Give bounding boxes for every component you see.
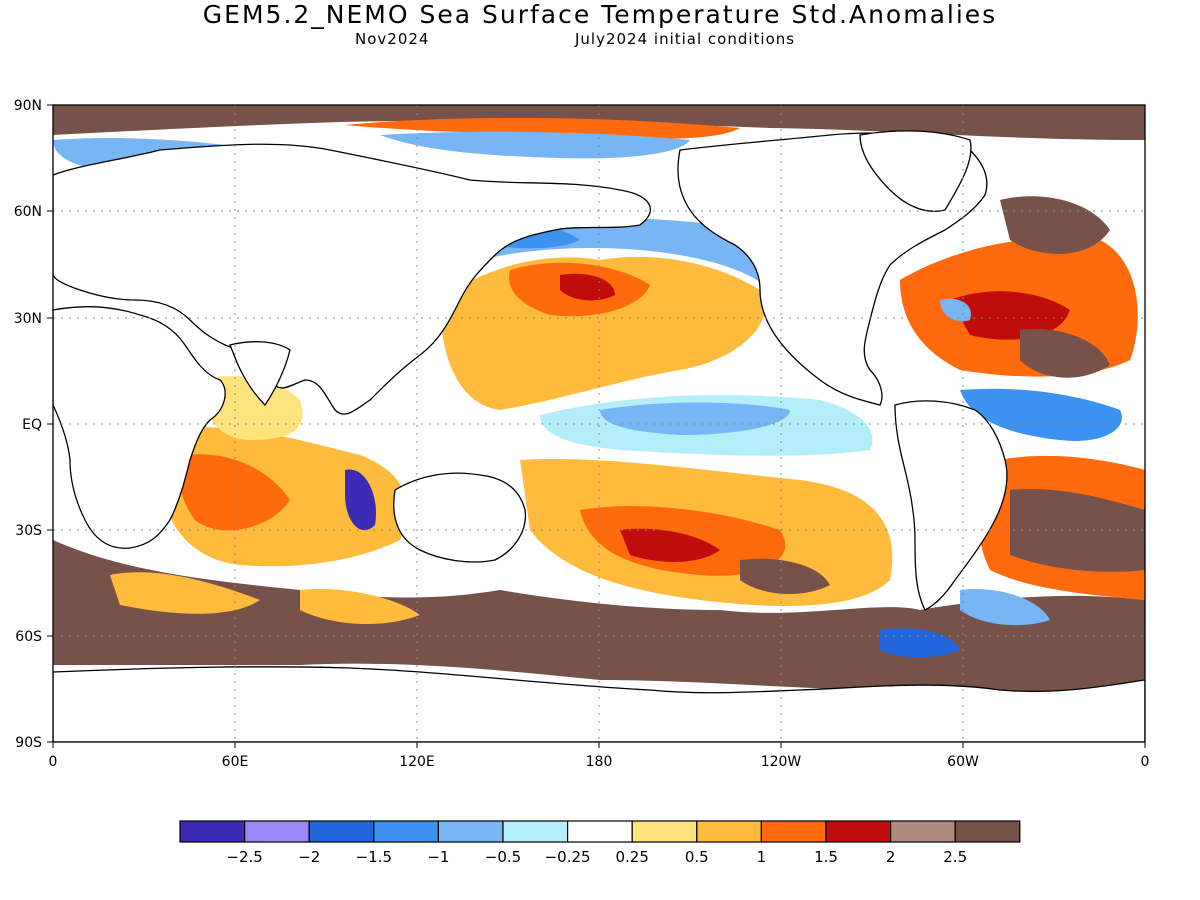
longitude-labels: 0 60E 120E 180 120W 60W 0 (49, 754, 1150, 770)
colorbar-label: 1.5 (814, 848, 838, 866)
drake-passage-cold (880, 628, 960, 658)
map-grid (53, 105, 1145, 742)
colorbar-label: −1.5 (356, 848, 392, 866)
lat-label: EQ (22, 417, 42, 433)
colorbar-swatch (696, 820, 762, 843)
lat-label: 30S (15, 523, 42, 539)
colorbar-swatch (373, 820, 439, 843)
india (229, 341, 291, 407)
colorbar-swatch (244, 820, 310, 843)
colorbar-swatch (308, 820, 375, 843)
lon-label: 60E (222, 754, 249, 770)
australia (393, 472, 527, 563)
colorbar-swatch (825, 820, 892, 843)
lat-label: 90N (14, 98, 42, 114)
lon-label: 120E (399, 754, 435, 770)
north-atlantic-very-hot (950, 291, 1070, 340)
latitude-labels: 90N 60N 30N EQ 30S 60S 90S (14, 98, 42, 751)
eurasia (53, 143, 652, 415)
colorbar-label: 1 (757, 848, 767, 866)
lon-label: 0 (1141, 754, 1150, 770)
colorbar-label: −0.5 (485, 848, 521, 866)
colorbar-swatch (760, 820, 827, 843)
south-america (894, 400, 1008, 611)
land (53, 130, 1145, 742)
lon-label: 0 (49, 754, 58, 770)
colorbar-swatch (502, 820, 569, 843)
north-pacific-very-hot (560, 273, 615, 301)
colorbar-swatch (179, 820, 246, 843)
south-pacific-brown (740, 558, 830, 595)
colorbar-swatch (437, 820, 504, 843)
map-field (53, 105, 1145, 742)
axis-ticks (47, 104, 1146, 748)
equatorial-pacific-colder (600, 402, 790, 435)
colorbar: −2.5 −2 −1.5 −1 −0.5 −0.25 0.25 0.5 1 1.5 2 2.5 (179, 820, 1021, 866)
north-atlantic-cold-patch (940, 298, 971, 322)
north-atlantic-brown (1020, 329, 1110, 378)
lat-label: 90S (15, 735, 42, 751)
arctic-cold (380, 131, 690, 159)
south-atlantic-cold (960, 589, 1050, 626)
colorbar-swatch (889, 820, 956, 843)
colorbar-label: −0.25 (545, 848, 591, 866)
colorbar-label: −2.5 (226, 848, 262, 866)
colorbar-label: 0.5 (685, 848, 709, 866)
south-pacific-very-hot (620, 528, 720, 562)
colorbar-swatches (179, 820, 1021, 843)
greenland (859, 130, 972, 212)
colorbar-label: −1 (427, 848, 449, 866)
map-title: GEM5.2_NEMO Sea Surface Temperature Std.… (202, 0, 998, 29)
colorbar-labels: −2.5 −2 −1.5 −1 −0.5 −0.25 0.25 0.5 1 1.5 2 2.5 (226, 848, 967, 866)
colorbar-label: 2 (886, 848, 896, 866)
lat-label: 60N (14, 204, 42, 220)
colorbar-swatch (566, 820, 633, 843)
colorbar-swatch (631, 820, 698, 843)
lon-label: 60W (947, 754, 979, 770)
lat-label: 30N (14, 311, 42, 327)
tropical-atlantic-cold (960, 388, 1122, 441)
southern-ocean-cool-patch (300, 589, 420, 625)
forecast-month: Nov2024 (355, 30, 430, 48)
initial-conditions: July2024 initial conditions (575, 30, 796, 48)
lon-label: 180 (586, 754, 613, 770)
lon-label: 120W (761, 754, 802, 770)
africa (53, 306, 226, 549)
lat-label: 60S (15, 629, 42, 645)
colorbar-swatch (954, 820, 1021, 843)
colorbar-label: −2 (298, 848, 320, 866)
south-indian-hot (179, 454, 290, 531)
antarctica (53, 666, 1145, 742)
colorbar-label: 0.25 (615, 848, 648, 866)
south-indian-cold (345, 469, 376, 531)
colorbar-label: 2.5 (943, 848, 967, 866)
southern-ocean-cool-patch (110, 572, 260, 614)
arctic-warm-rim (345, 117, 740, 139)
north-atlantic-brown (1000, 196, 1110, 254)
